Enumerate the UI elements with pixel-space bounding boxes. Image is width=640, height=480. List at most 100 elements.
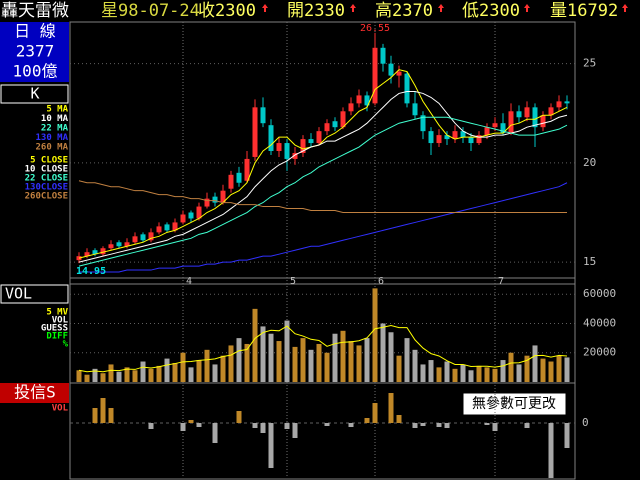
bar xyxy=(444,423,450,428)
bar xyxy=(188,367,194,382)
bar xyxy=(420,423,426,426)
bar xyxy=(308,349,314,382)
candle-body xyxy=(236,172,242,183)
candle-body xyxy=(468,137,474,144)
capital: 100億 xyxy=(13,62,58,81)
candle-body xyxy=(396,71,402,76)
candle-body xyxy=(92,250,98,255)
candle-body xyxy=(556,101,562,108)
candle-body xyxy=(452,131,458,140)
candle-body xyxy=(380,47,386,64)
bar xyxy=(164,358,170,382)
bar xyxy=(196,423,202,427)
bar xyxy=(84,374,90,382)
bar xyxy=(292,346,298,382)
candle-body xyxy=(116,242,122,247)
bar xyxy=(108,408,114,423)
bar xyxy=(260,326,266,382)
bar xyxy=(348,423,354,427)
note-box xyxy=(462,392,567,416)
candle-body xyxy=(284,143,290,159)
bar xyxy=(468,370,474,382)
candle-body xyxy=(348,103,354,112)
bar xyxy=(556,355,562,382)
bar xyxy=(252,308,258,382)
bar xyxy=(148,368,154,382)
x-tick-label: 7 xyxy=(498,276,504,287)
bar xyxy=(484,367,490,382)
bar xyxy=(212,423,218,443)
legend-entry: 260 MA xyxy=(35,143,68,153)
bar xyxy=(108,364,114,382)
inst-title: 投信S xyxy=(14,383,56,402)
candle-body xyxy=(484,127,490,136)
bar xyxy=(500,360,506,382)
bar xyxy=(476,365,482,382)
candle-body xyxy=(244,158,250,181)
vol-label: DIFF xyxy=(46,332,68,342)
bar xyxy=(396,415,402,423)
vol-box-label: VOL xyxy=(5,285,32,303)
bar xyxy=(212,364,218,382)
mode-box[interactable] xyxy=(0,84,69,104)
bar xyxy=(436,423,442,427)
ma-line xyxy=(78,180,567,214)
bar xyxy=(276,341,282,382)
y-tick-label: 60000 xyxy=(583,287,616,300)
candle-body xyxy=(524,107,530,118)
x-tick-label: 6 xyxy=(378,276,384,287)
bar xyxy=(540,358,546,382)
bar xyxy=(564,357,570,382)
y-tick-label: 20 xyxy=(583,156,596,169)
legend-entry: VOL xyxy=(52,316,69,326)
ma-line xyxy=(78,90,568,263)
legend-entry: 5 MV xyxy=(46,308,68,318)
bar xyxy=(244,343,250,382)
bar xyxy=(388,332,394,382)
volume: 量16792 xyxy=(550,1,618,21)
bar xyxy=(404,338,410,382)
bar xyxy=(412,349,418,382)
bar xyxy=(380,323,386,382)
bar xyxy=(284,320,290,382)
bar xyxy=(484,423,490,425)
candle-body xyxy=(188,212,194,219)
up-arrows xyxy=(262,4,628,12)
inst-box[interactable] xyxy=(0,383,69,403)
code: 2377 xyxy=(16,42,55,61)
bar xyxy=(332,333,338,382)
candle-body xyxy=(476,135,482,144)
bar xyxy=(428,360,434,382)
candle-body xyxy=(212,196,218,203)
candle-body xyxy=(300,139,306,153)
candle-body xyxy=(140,234,146,241)
bar xyxy=(348,341,354,382)
bar xyxy=(372,403,378,423)
high: 高2370 xyxy=(375,1,433,21)
bar xyxy=(564,423,570,448)
legend-entry: 5 MA xyxy=(46,105,68,115)
bar xyxy=(548,423,554,478)
candle-body xyxy=(340,111,346,128)
bar xyxy=(548,361,554,382)
candle-body xyxy=(252,107,258,157)
candle-body xyxy=(540,115,546,128)
bar xyxy=(516,364,522,382)
bar xyxy=(412,423,418,428)
candle-body xyxy=(548,107,554,116)
bar xyxy=(236,411,242,423)
vol-label: % xyxy=(63,340,69,350)
candle-body xyxy=(332,121,338,128)
candle-body xyxy=(100,248,106,255)
candle-body xyxy=(196,206,202,219)
bar xyxy=(388,393,394,423)
open: 開2330 xyxy=(287,1,345,21)
x-tick-label: 5 xyxy=(290,276,296,287)
bar xyxy=(364,418,370,423)
bar xyxy=(316,343,322,382)
vol-box[interactable] xyxy=(0,284,69,304)
candle-body xyxy=(204,198,210,207)
legend-entry: 22 MA xyxy=(41,124,69,134)
low-label: 14.95 xyxy=(76,266,106,277)
bar xyxy=(140,361,146,382)
